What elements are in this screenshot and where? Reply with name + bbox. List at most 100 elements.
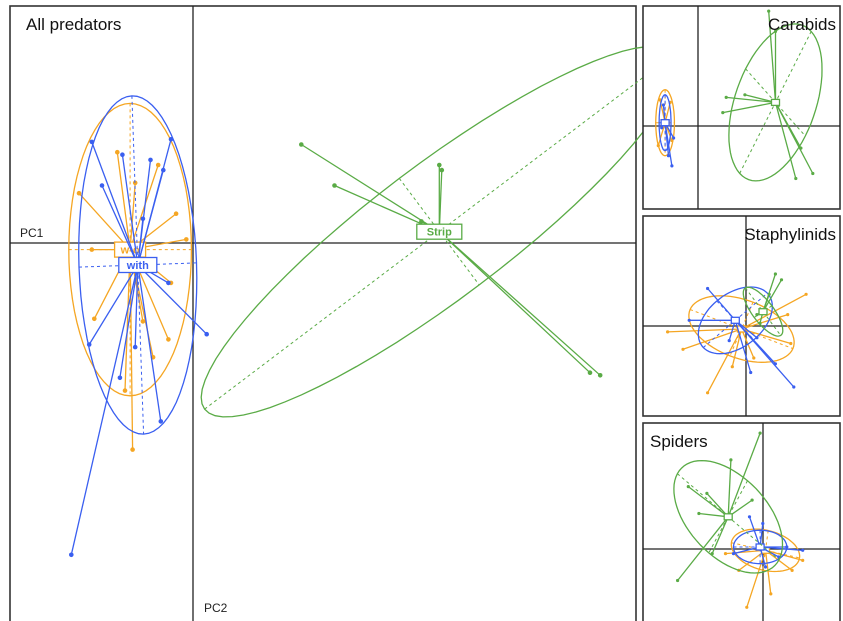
plot-layer: [666, 272, 808, 395]
data-point: [767, 292, 771, 296]
data-point: [705, 491, 709, 495]
data-point: [758, 321, 762, 325]
series-with: [658, 94, 676, 168]
centroid-label-box: [118, 256, 158, 274]
data-point: [773, 272, 778, 276]
panel-title: Staphylinids: [744, 225, 836, 244]
series-with: with: [69, 95, 209, 558]
data-point: [661, 103, 666, 107]
data-point: [69, 552, 74, 558]
panel-frame: [642, 5, 841, 210]
data-point: [723, 552, 728, 556]
ellipse-major-axis: [78, 262, 197, 268]
spoke-line: [91, 141, 139, 266]
data-point: [158, 419, 164, 424]
spoke-line: [734, 320, 752, 373]
x-axis-label: PC1: [20, 226, 44, 240]
spoke-line: [727, 432, 761, 518]
panel-title: All predators: [26, 15, 121, 34]
plot-layer: [655, 9, 823, 182]
series-strip: [673, 431, 784, 583]
data-point: [122, 388, 128, 393]
centroid-box: [730, 316, 740, 324]
spoke-line: [677, 516, 729, 581]
data-point: [761, 521, 765, 526]
spoke-line: [734, 319, 795, 388]
data-point: [811, 171, 815, 176]
spoke-line: [300, 143, 440, 233]
data-point: [89, 139, 95, 145]
data-point: [789, 341, 793, 346]
spoke-line: [748, 516, 761, 548]
data-point: [743, 93, 747, 97]
spoke-line: [746, 550, 767, 608]
spoke-line: [698, 512, 729, 518]
spoke-line: [764, 550, 772, 594]
spoke-line: [134, 264, 139, 348]
data-point: [747, 515, 752, 519]
spoke-line: [740, 328, 755, 359]
data-point: [656, 144, 660, 148]
panel-frame: [642, 215, 841, 417]
data-point: [727, 339, 731, 343]
data-point: [184, 237, 189, 242]
data-point: [148, 157, 153, 163]
spoke-line: [438, 231, 591, 374]
spoke-line: [119, 264, 139, 378]
data-point: [155, 162, 161, 168]
spoke-line: [129, 182, 136, 250]
data-point: [140, 319, 146, 324]
data-point: [99, 183, 105, 188]
spoke-line: [121, 154, 139, 266]
spoke-line: [741, 313, 788, 330]
data-point: [697, 511, 701, 516]
series-with: [687, 286, 796, 389]
data-point: [660, 126, 664, 130]
spoke-line: [774, 102, 814, 174]
spoke-line: [129, 249, 134, 450]
spoke-line: [727, 459, 732, 517]
data-point: [173, 211, 179, 216]
spoke-line: [664, 122, 673, 167]
centroid-box: [723, 513, 733, 521]
data-point: [724, 95, 728, 99]
spoke-line: [762, 279, 783, 313]
data-point: [161, 167, 166, 173]
data-point: [666, 330, 670, 334]
spoke-line: [88, 264, 139, 345]
data-point: [801, 558, 805, 563]
data-point: [686, 485, 690, 489]
spoke-line: [101, 185, 139, 266]
data-point: [419, 219, 424, 224]
data-point: [750, 498, 754, 502]
centroid-box: [660, 119, 670, 127]
panel-frame: [642, 422, 841, 621]
data-point: [92, 316, 97, 322]
series-strip: [742, 272, 784, 337]
ellipse-minor-axis: [729, 302, 754, 357]
plot-layer: [673, 431, 805, 609]
spoke-line: [774, 102, 797, 179]
data-point: [299, 142, 304, 147]
data-point: [117, 375, 123, 381]
data-point: [801, 548, 805, 552]
spoke-line: [657, 122, 666, 146]
data-point: [166, 337, 171, 342]
panel-frame: [9, 5, 637, 621]
series-strip: Strip: [200, 45, 678, 418]
data-point: [89, 247, 95, 252]
data-point: [672, 136, 676, 140]
spoke-line: [759, 523, 764, 548]
centroid-label: with: [126, 260, 149, 272]
centroid-label-box: [416, 223, 463, 240]
data-point: [676, 578, 680, 583]
data-point: [710, 552, 714, 556]
spoke-line: [116, 152, 131, 250]
panel-staphylinids: Staphylinids: [642, 215, 841, 417]
data-point: [785, 545, 789, 549]
data-point: [86, 342, 92, 347]
data-point: [130, 447, 135, 452]
data-point: [681, 347, 685, 351]
